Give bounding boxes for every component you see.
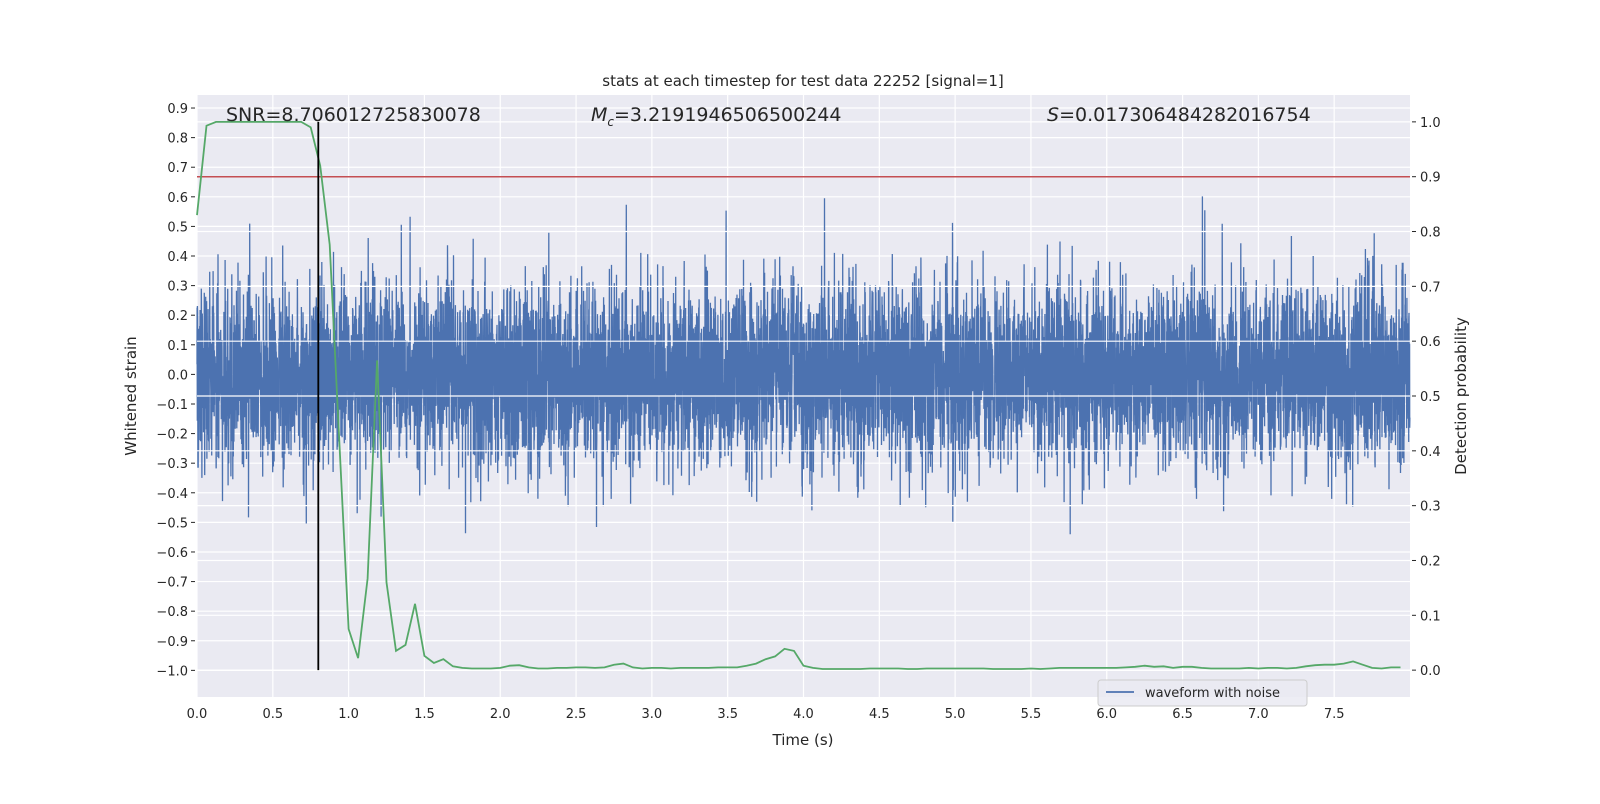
- x-axis-label: Time (s): [772, 731, 834, 749]
- x-axis-ticks: 0.0 0.5 1.0 1.5 2.0 2.5 3.0 3.5 4.0 4.5 5.0 5.5 6.0 6…: [187, 707, 1345, 722]
- y-right-tick-label: 0.8: [1420, 226, 1441, 241]
- y-right-tick-label: 0.2: [1420, 554, 1441, 569]
- y-right-tick-label: 0.3: [1420, 500, 1441, 515]
- y-left-tick-label: 0.4: [167, 250, 188, 265]
- s-value: =0.017306484282016754: [1059, 104, 1311, 126]
- y-right-tick-label: 1.0: [1420, 116, 1441, 131]
- mc-symbol: M: [591, 104, 607, 126]
- y-left-tick-label: −0.2: [156, 428, 188, 443]
- y-left-tick-label: 0.9: [167, 102, 188, 117]
- s-symbol: S: [1047, 104, 1059, 126]
- y-left-tick-label: −0.5: [156, 516, 188, 531]
- chirp-mass-annotation: Mc=3.2191946506500244: [591, 104, 841, 129]
- y-left-tick-label: −0.4: [156, 487, 188, 502]
- mc-value: =3.2191946506500244: [614, 104, 841, 126]
- x-tick-label: 0.0: [187, 707, 208, 722]
- x-tick-label: 6.0: [1096, 707, 1117, 722]
- mc-subscript: c: [607, 115, 614, 129]
- y-right-tick-label: 0.4: [1420, 445, 1441, 460]
- y-right-axis-label: Detection probability: [1452, 317, 1470, 475]
- y-left-tick-label: −0.1: [156, 398, 188, 413]
- y-left-tick-label: −0.8: [156, 605, 188, 620]
- y-left-tick-label: 0.5: [167, 220, 188, 235]
- x-tick-label: 5.0: [945, 707, 966, 722]
- y-right-tick-label: 0.9: [1420, 171, 1441, 186]
- y-left-tick-label: −0.3: [156, 457, 188, 472]
- y-left-tick-label: 0.8: [167, 132, 188, 147]
- y-left-tick-label: 0.1: [167, 339, 188, 354]
- y-left-axis-label: Whitened strain: [122, 336, 140, 455]
- x-tick-label: 0.5: [262, 707, 283, 722]
- x-tick-label: 2.0: [490, 707, 511, 722]
- y-left-tick-label: 0.2: [167, 309, 188, 324]
- y-left-tick-label: −1.0: [156, 664, 188, 679]
- y-right-tick-label: 0.5: [1420, 390, 1441, 405]
- y-left-tick-label: 0.0: [167, 368, 188, 383]
- x-tick-label: 7.5: [1324, 707, 1345, 722]
- x-tick-label: 4.0: [793, 707, 814, 722]
- x-tick-label: 6.5: [1172, 707, 1193, 722]
- x-tick-label: 2.5: [566, 707, 587, 722]
- legend-label-waveform: waveform with noise: [1145, 686, 1280, 701]
- y-right-axis-ticks: 1.0 0.9 0.8 0.7 0.6 0.5 0.4 0.3 0.2 0.1 0.0: [1412, 116, 1441, 679]
- snr-annotation: SNR=8.706012725830078: [226, 104, 481, 126]
- y-left-tick-label: −0.9: [156, 635, 188, 650]
- y-left-tick-label: −0.6: [156, 546, 188, 561]
- y-right-tick-label: 0.0: [1420, 664, 1441, 679]
- series-waveform-with-noise: [196, 196, 1411, 535]
- y-left-tick-label: 0.7: [167, 161, 188, 176]
- x-tick-label: 3.0: [642, 707, 663, 722]
- x-tick-label: 3.5: [717, 707, 738, 722]
- x-tick-label: 4.5: [869, 707, 890, 722]
- y-right-tick-label: 0.6: [1420, 335, 1441, 350]
- chart-title: stats at each timestep for test data 222…: [602, 72, 1003, 90]
- y-left-tick-label: −0.7: [156, 576, 188, 591]
- x-tick-label: 1.0: [338, 707, 359, 722]
- x-tick-label: 1.5: [414, 707, 435, 722]
- x-tick-label: 5.5: [1021, 707, 1042, 722]
- y-left-tick-label: 0.6: [167, 191, 188, 206]
- y-left-axis-ticks: 0.9 0.8 0.7 0.6 0.5 0.4 0.3 0.2 0.1 0.0 −0.1 −0.2 −0…: [156, 102, 195, 679]
- y-left-tick-label: 0.3: [167, 280, 188, 295]
- series-detection-probability: [196, 121, 1401, 670]
- x-tick-label: 7.0: [1248, 707, 1269, 722]
- y-right-tick-label: 0.7: [1420, 280, 1441, 295]
- s-annotation: S=0.017306484282016754: [1047, 104, 1311, 126]
- legend: waveform with noise: [1097, 679, 1308, 707]
- y-right-tick-label: 0.1: [1420, 609, 1441, 624]
